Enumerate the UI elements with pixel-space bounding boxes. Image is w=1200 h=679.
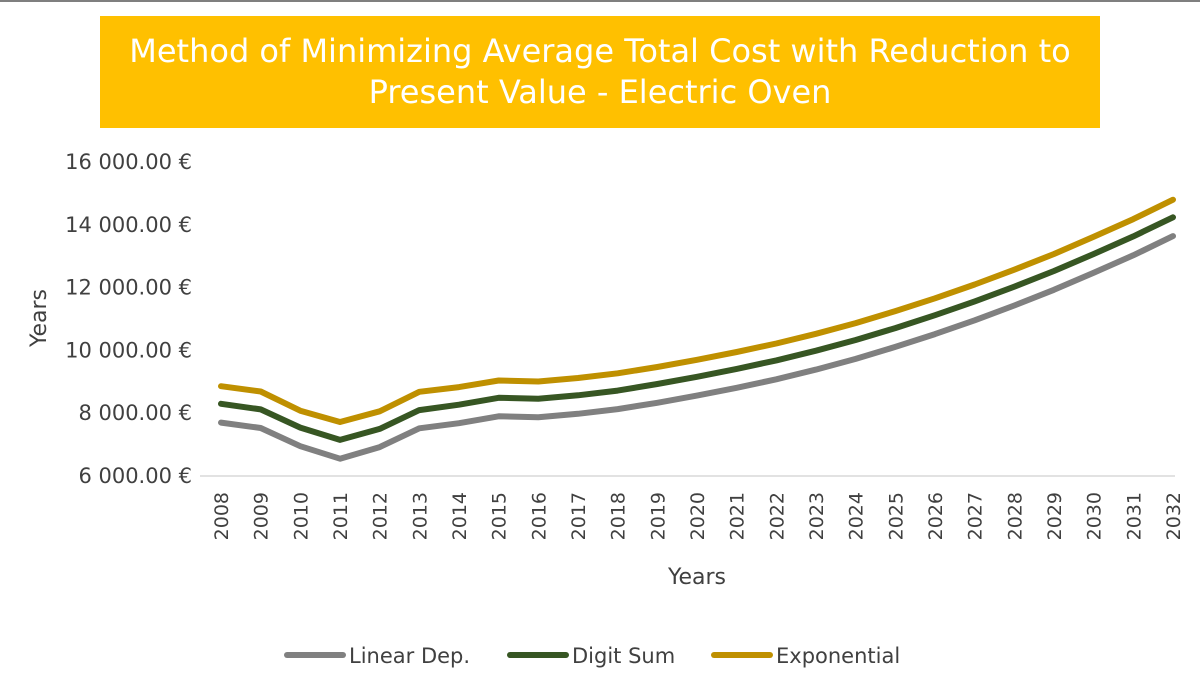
legend: Linear Dep. Digit Sum Exponential <box>284 644 900 668</box>
legend-label-linear-dep: Linear Dep. <box>349 644 470 668</box>
x-tick-label: 2022 <box>766 492 788 540</box>
y-axis-ticks: 6 000.00 € 8 000.00 € 10 000.00 € 12 000.00… <box>65 150 192 488</box>
x-tick-label: 2025 <box>885 492 907 540</box>
y-tick-label: 8 000.00 € <box>78 401 192 425</box>
x-tick-label: 2032 <box>1163 492 1185 540</box>
y-tick-label: 16 000.00 € <box>65 150 192 174</box>
x-tick-label: 2011 <box>330 492 352 540</box>
x-tick-label: 2020 <box>687 492 709 540</box>
top-border <box>0 0 1200 2</box>
x-tick-label: 2008 <box>211 492 233 540</box>
x-tick-label: 2023 <box>806 492 828 540</box>
chart-title: Method of Minimizing Average Total Cost … <box>129 32 1071 111</box>
x-tick-label: 2026 <box>925 492 947 540</box>
x-tick-label: 2009 <box>251 492 273 540</box>
x-tick-label: 2027 <box>965 492 987 540</box>
y-tick-label: 12 000.00 € <box>65 276 192 300</box>
x-tick-label: 2012 <box>370 492 392 540</box>
x-axis-title: Years <box>667 565 726 590</box>
chart-title-banner: Method of Minimizing Average Total Cost … <box>100 16 1100 128</box>
x-tick-label: 2031 <box>1123 492 1145 540</box>
legend-label-exponential: Exponential <box>776 644 900 668</box>
x-tick-label: 2017 <box>568 492 590 540</box>
x-tick-label: 2016 <box>528 492 550 540</box>
y-tick-label: 6 000.00 € <box>78 464 192 488</box>
x-axis-ticks: 2008 2009 2010 2011 2012 2013 2014 2015 2016 2017… <box>211 492 1185 540</box>
x-tick-label: 2030 <box>1084 492 1106 540</box>
x-tick-label: 2013 <box>409 492 431 540</box>
x-tick-label: 2029 <box>1044 492 1066 540</box>
y-axis-title: Years <box>27 289 52 348</box>
series-lines <box>218 196 1176 462</box>
x-tick-label: 2021 <box>727 492 749 540</box>
x-tick-label: 2014 <box>449 492 471 540</box>
x-tick-label: 2018 <box>608 492 630 540</box>
series-line-exponential <box>218 196 1176 425</box>
x-tick-label: 2015 <box>489 492 511 540</box>
x-tick-label: 2028 <box>1004 492 1026 540</box>
x-tick-label: 2010 <box>290 492 312 540</box>
y-tick-label: 14 000.00 € <box>65 213 192 237</box>
x-tick-label: 2024 <box>846 492 868 540</box>
series-line-linear-dep <box>218 233 1176 462</box>
x-tick-label: 2019 <box>647 492 669 540</box>
y-tick-label: 10 000.00 € <box>65 338 192 362</box>
series-line-digit-sum <box>218 214 1176 443</box>
legend-label-digit-sum: Digit Sum <box>572 644 675 668</box>
